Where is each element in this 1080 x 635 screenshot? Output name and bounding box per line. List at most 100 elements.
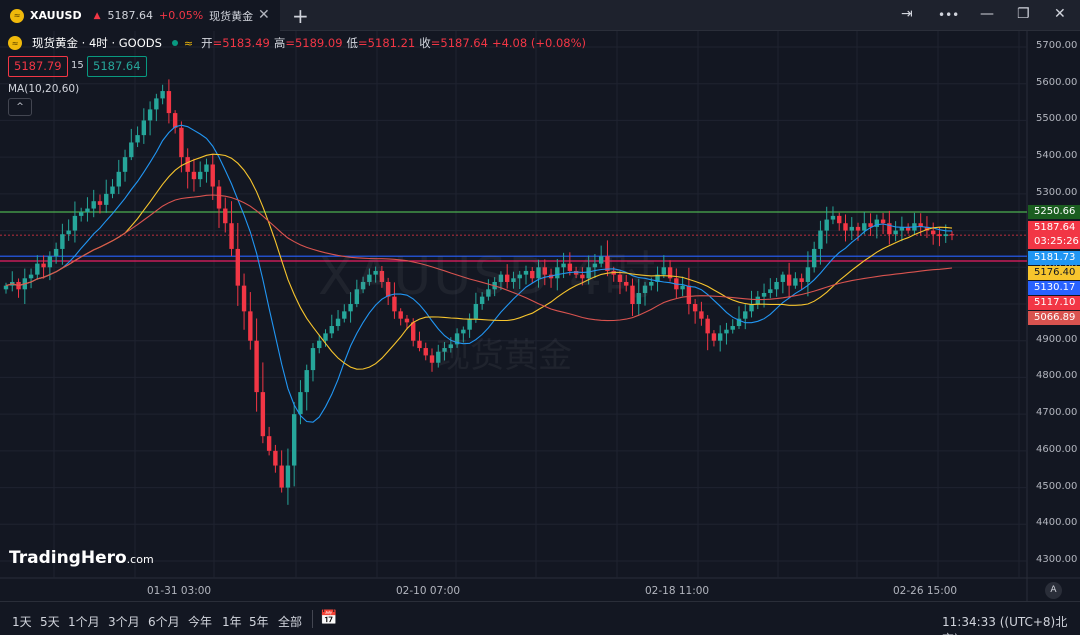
candle-body [717, 333, 723, 341]
candle-body [436, 351, 441, 363]
x-tick-label: 01-31 03:00 [147, 585, 212, 597]
candle-body [411, 322, 416, 341]
high-label: 高 [273, 36, 286, 50]
y-tick-label: 5400.00 [1036, 150, 1078, 162]
candle-body [354, 289, 360, 304]
price-tag: 5130.17 [1028, 281, 1080, 295]
x-tick-label: 02-26 15:00 [893, 585, 958, 597]
y-tick-label: 4700.00 [1036, 407, 1078, 419]
y-tick-label: 5500.00 [1036, 113, 1078, 125]
candle-body [291, 414, 297, 466]
candle-body [931, 230, 936, 235]
candle-body [667, 267, 673, 279]
price-tag: 5250.66 [1028, 205, 1080, 219]
restore-icon[interactable]: ❐ [1017, 6, 1030, 22]
range-button[interactable]: 今年 [188, 615, 213, 629]
legend-title[interactable]: 现货黄金 · 4时 · GOODS [32, 36, 162, 50]
candle-body [630, 285, 635, 304]
symbol-tab[interactable]: ≈ XAUUSD ▲ 5187.64 +0.05% 现货黄金 ✕ [0, 0, 280, 31]
candle-body [235, 248, 241, 286]
candle-body [855, 226, 861, 231]
low-label: 低 [346, 36, 359, 50]
candle-body [724, 329, 729, 334]
price-tag: 5176.40 [1028, 266, 1080, 280]
candle-body [110, 186, 115, 194]
window-close-icon[interactable]: ✕ [1054, 6, 1066, 22]
y-tick-label: 4500.00 [1036, 480, 1078, 492]
auto-scale-button[interactable]: A [1045, 582, 1062, 599]
candle-body [567, 263, 573, 271]
candle-body [868, 223, 873, 227]
range-button[interactable]: 6个月 [148, 615, 180, 629]
sell-price-button[interactable]: 5187.79 [8, 56, 68, 77]
range-button[interactable]: 1年 [222, 615, 242, 629]
minimize-icon[interactable]: — [980, 6, 994, 22]
candle-body [843, 223, 848, 231]
candle-body [818, 230, 823, 249]
price-tag: 03:25:26 [1028, 235, 1080, 249]
buy-price-button[interactable]: 5187.64 [87, 56, 147, 77]
range-button[interactable]: 1天 [12, 615, 32, 629]
candle-body [473, 304, 479, 319]
y-tick-label: 4800.00 [1036, 370, 1078, 382]
range-button[interactable]: 全部 [278, 615, 303, 629]
candle-body [680, 285, 685, 290]
y-tick-label: 5100.00 [1036, 260, 1077, 271]
gold-coin-icon: ≈ [8, 36, 22, 50]
candle-body [154, 98, 159, 110]
candle-body [699, 311, 704, 319]
candle-body [285, 465, 291, 488]
candle-body [254, 340, 259, 393]
candle-body [874, 219, 880, 227]
calendar-icon[interactable]: 📅 [320, 610, 338, 626]
open-label: 开 [201, 36, 213, 50]
candle-body [298, 392, 303, 415]
candle-body [129, 142, 134, 158]
candle-body [523, 270, 529, 275]
candle-body [743, 311, 748, 319]
candle-body [918, 223, 923, 227]
price-chart[interactable] [0, 0, 1080, 601]
candle-body [392, 296, 397, 312]
tab-change: +0.05% [159, 9, 204, 22]
candle-body [135, 135, 140, 143]
candle-body [636, 292, 641, 304]
ma-indicator-label[interactable]: MA(10,20,60) [8, 83, 80, 95]
candle-body [504, 274, 510, 282]
range-button[interactable]: 5天 [40, 615, 60, 629]
tab-close-icon[interactable]: ✕ [258, 7, 270, 23]
candle-body [91, 201, 96, 209]
tab-name: 现货黄金 [209, 9, 254, 23]
y-tick-label: 5600.00 [1036, 76, 1078, 88]
market-status-icon [171, 40, 178, 46]
clock-display[interactable]: 11:34:33 ((UTC+8)北京) [942, 615, 1068, 635]
candle-body [304, 370, 309, 393]
range-button[interactable]: 5年 [249, 615, 269, 629]
candle-body [210, 164, 215, 187]
y-tick-label: 4300.00 [1036, 554, 1078, 565]
new-tab-plus-icon[interactable]: + [292, 4, 309, 28]
candle-body [780, 274, 786, 282]
candle-body [367, 274, 372, 282]
more-icon[interactable]: ••• [938, 8, 960, 22]
candle-body [862, 223, 867, 231]
close-label: 收 [419, 36, 431, 50]
brand-domain: .com [126, 553, 154, 566]
candle-body [887, 223, 892, 235]
candle-body [85, 208, 90, 213]
collapse-indicators-button[interactable]: ^ [8, 98, 32, 116]
range-button[interactable]: 3个月 [108, 615, 140, 629]
candle-body [542, 267, 547, 275]
candle-body [342, 311, 347, 319]
candle-body [498, 274, 504, 282]
range-button[interactable]: 1个月 [68, 615, 100, 629]
ma-line-ma10 [5, 124, 953, 423]
candle-body [185, 157, 190, 172]
price-tag: 5066.89 [1028, 311, 1080, 325]
candle-body [204, 164, 209, 172]
open-value: =5183.49 [212, 36, 270, 50]
candle-body [924, 226, 930, 231]
candle-body [379, 270, 385, 282]
export-icon[interactable]: ⇥ [901, 6, 913, 22]
candle-body [335, 318, 341, 327]
